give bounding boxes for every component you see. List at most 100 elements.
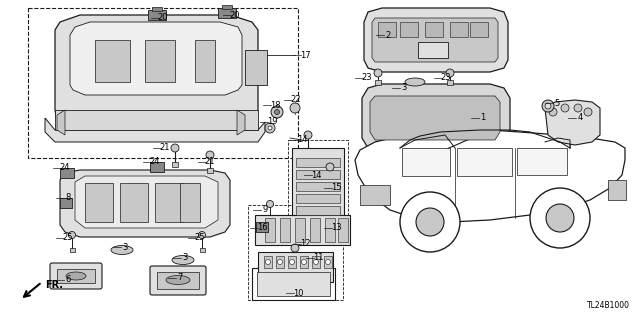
Bar <box>324 256 332 268</box>
Text: 10: 10 <box>292 288 303 298</box>
Text: 4: 4 <box>577 114 582 122</box>
Bar <box>296 158 340 167</box>
Bar <box>296 206 340 215</box>
Polygon shape <box>55 15 258 130</box>
Polygon shape <box>195 40 215 82</box>
Circle shape <box>289 259 294 264</box>
Bar <box>447 80 453 85</box>
Circle shape <box>265 123 275 133</box>
Bar <box>338 218 348 242</box>
Polygon shape <box>57 110 65 135</box>
Text: 14: 14 <box>311 170 321 180</box>
Text: 6: 6 <box>65 276 70 285</box>
Text: 18: 18 <box>269 100 280 109</box>
Text: 3: 3 <box>182 254 188 263</box>
Ellipse shape <box>111 246 133 255</box>
Circle shape <box>374 69 382 77</box>
Bar <box>57 269 95 283</box>
Text: 8: 8 <box>65 194 70 203</box>
Bar <box>70 248 75 252</box>
Bar <box>418 42 448 58</box>
Polygon shape <box>70 22 242 95</box>
Polygon shape <box>372 18 498 62</box>
Circle shape <box>574 104 582 112</box>
Ellipse shape <box>166 276 190 285</box>
Bar <box>172 162 178 167</box>
Text: 25: 25 <box>195 234 205 242</box>
Circle shape <box>268 126 272 130</box>
FancyBboxPatch shape <box>150 266 206 295</box>
Circle shape <box>314 259 319 264</box>
Bar <box>152 7 162 11</box>
Circle shape <box>400 192 460 252</box>
Circle shape <box>275 109 280 115</box>
Bar <box>296 182 340 191</box>
Bar <box>218 8 236 18</box>
Circle shape <box>198 232 205 239</box>
Circle shape <box>446 69 454 77</box>
Text: 21: 21 <box>205 158 215 167</box>
Polygon shape <box>75 176 218 228</box>
Bar <box>300 256 308 268</box>
Polygon shape <box>145 40 175 82</box>
Text: 17: 17 <box>300 50 310 60</box>
Bar <box>450 22 468 37</box>
Bar <box>245 50 267 85</box>
Bar <box>425 22 443 37</box>
Circle shape <box>271 106 283 118</box>
Bar <box>60 198 72 208</box>
Bar <box>292 148 344 228</box>
Polygon shape <box>370 96 500 140</box>
Circle shape <box>301 259 307 264</box>
Polygon shape <box>180 183 200 222</box>
Circle shape <box>278 259 282 264</box>
Polygon shape <box>45 118 265 142</box>
Text: FR.: FR. <box>45 280 63 290</box>
Bar <box>222 5 232 9</box>
Polygon shape <box>155 183 183 222</box>
Text: 24: 24 <box>60 164 70 173</box>
Polygon shape <box>364 8 508 72</box>
Bar <box>150 162 164 172</box>
Circle shape <box>266 201 273 207</box>
Text: 23: 23 <box>362 73 372 83</box>
Text: 3: 3 <box>401 84 406 93</box>
Text: 19: 19 <box>267 117 277 127</box>
Bar <box>325 218 335 242</box>
Circle shape <box>68 232 76 239</box>
Circle shape <box>546 204 574 232</box>
Bar <box>252 268 335 300</box>
Text: 15: 15 <box>331 183 341 192</box>
Text: 2: 2 <box>385 31 390 40</box>
Circle shape <box>416 208 444 236</box>
Polygon shape <box>60 170 230 237</box>
Circle shape <box>206 151 214 159</box>
Text: 22: 22 <box>291 95 301 105</box>
Bar <box>470 22 488 37</box>
Bar <box>256 222 268 232</box>
Circle shape <box>561 104 569 112</box>
Ellipse shape <box>172 256 194 264</box>
Ellipse shape <box>405 78 425 86</box>
Bar <box>288 256 296 268</box>
Text: 14: 14 <box>297 136 307 145</box>
Text: 24: 24 <box>150 158 160 167</box>
Text: 12: 12 <box>300 240 310 249</box>
Circle shape <box>290 103 300 113</box>
Bar <box>207 168 213 173</box>
Circle shape <box>542 100 554 112</box>
Bar <box>310 218 320 242</box>
Bar <box>258 252 333 282</box>
Bar <box>148 10 166 20</box>
Bar <box>265 218 275 242</box>
Bar <box>264 256 272 268</box>
Bar <box>276 256 284 268</box>
Circle shape <box>266 259 271 264</box>
Polygon shape <box>545 100 600 145</box>
Text: TL24B1000: TL24B1000 <box>587 301 630 310</box>
Bar <box>360 185 390 205</box>
Bar <box>60 168 74 178</box>
Bar <box>457 148 512 176</box>
Bar <box>296 170 340 179</box>
Circle shape <box>171 144 179 152</box>
